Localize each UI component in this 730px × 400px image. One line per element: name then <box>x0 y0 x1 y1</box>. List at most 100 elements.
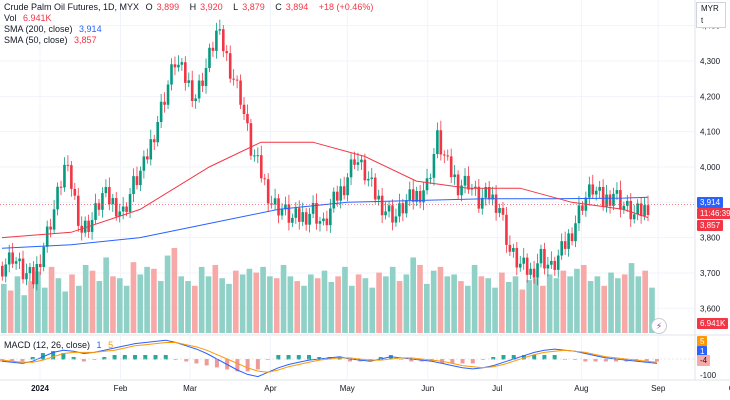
candle-body <box>287 204 291 223</box>
macd-histogram-bar <box>573 359 578 360</box>
candle-body <box>45 226 49 247</box>
volume-bar <box>635 276 642 333</box>
sma50-legend: SMA (50, close) 3,857 <box>4 35 101 46</box>
candle-body <box>142 156 146 171</box>
change-value: +18 (+0.46%) <box>318 2 374 12</box>
macd-histogram-bar <box>81 359 86 362</box>
candle-body <box>425 178 429 191</box>
volume-bar <box>621 274 628 333</box>
candle-body <box>325 218 329 226</box>
candle-body <box>356 162 360 165</box>
volume-bar <box>512 276 519 333</box>
candle-body <box>163 101 166 105</box>
macd-histogram-bar <box>133 355 138 360</box>
volume-bar <box>21 295 28 333</box>
x-tick-label: May <box>340 384 355 393</box>
candle-body <box>387 205 391 212</box>
candle-body <box>367 178 370 181</box>
macd-histogram-bar <box>204 359 209 366</box>
macd-histogram-bar <box>184 359 189 362</box>
volume-bar <box>335 276 341 333</box>
volume-tag: 6.941K <box>697 318 729 329</box>
candle-body <box>574 223 577 242</box>
candle-body <box>159 101 163 122</box>
macd-legend: MACD (12, 26, close) 1 5 <box>4 340 117 351</box>
volume-bar <box>546 274 553 333</box>
candle-body <box>429 177 432 179</box>
candle-body <box>329 208 332 226</box>
x-tick-label: Jul <box>492 384 502 393</box>
candle-body <box>612 193 615 206</box>
candle-body <box>218 29 222 31</box>
macd-histogram-bar <box>255 359 260 370</box>
macd-histogram-bar <box>143 355 148 360</box>
candle-body <box>360 159 363 163</box>
candle-body <box>467 175 470 190</box>
candle-body <box>104 186 108 194</box>
candle-body <box>94 203 97 220</box>
candle-body <box>52 209 56 230</box>
volume-bar <box>89 270 96 333</box>
candle-body <box>384 211 387 216</box>
symbol-name: Crude Palm Oil Futures, 1D, MYX <box>4 2 140 12</box>
candle-body <box>256 155 260 157</box>
volume-bar <box>389 266 396 333</box>
volume-bar <box>151 268 157 333</box>
candle-body <box>550 260 553 265</box>
candle-body <box>639 203 643 216</box>
candle-body <box>32 267 35 285</box>
volume-bar <box>130 262 137 333</box>
candle-body <box>349 159 353 178</box>
macd-histogram-bar <box>614 359 619 362</box>
y-tick-label: 3,800 <box>700 234 721 243</box>
candle-body <box>536 263 539 278</box>
candle-body <box>498 207 501 213</box>
candle-body <box>273 198 277 205</box>
candle-body <box>484 186 488 198</box>
volume-bar <box>212 265 219 333</box>
x-tick-label: Apr <box>264 384 277 393</box>
flash-icon[interactable]: ⚡ <box>651 318 667 334</box>
macd-histogram-bar <box>317 357 322 360</box>
candle-body <box>301 212 305 222</box>
volume-bar <box>567 276 573 333</box>
macd-histogram-bar <box>481 359 486 360</box>
candle-body <box>646 205 650 216</box>
volume-bar <box>608 272 614 333</box>
volume-bar <box>424 283 430 333</box>
candle-body <box>480 197 484 209</box>
candle-body <box>166 84 170 105</box>
candle-body <box>436 130 439 155</box>
candle-body <box>208 47 211 69</box>
volume-bar <box>601 285 608 333</box>
candle-body <box>439 130 443 155</box>
candle-body <box>577 205 581 224</box>
macd-histogram-bar <box>409 359 414 362</box>
candle-body <box>11 252 14 264</box>
candle-body <box>28 267 32 274</box>
volume-bar <box>376 272 382 333</box>
volume-bar <box>185 281 191 333</box>
volume-bar <box>308 274 314 333</box>
candle-body <box>1 265 4 277</box>
candle-body <box>7 252 11 265</box>
candle-body <box>570 233 574 242</box>
candles <box>1 19 650 291</box>
candle-body <box>266 179 270 204</box>
volume-bar <box>492 287 498 333</box>
macd-tag-a: 5 <box>697 336 708 347</box>
currency-unit-box[interactable]: MYR t <box>696 2 726 28</box>
volume-bars <box>1 248 655 333</box>
axes: 3,6003,7003,8003,9004,0004,1004,2004,300… <box>31 22 730 393</box>
macd-histogram-bar <box>173 359 178 360</box>
close-label: C <box>275 2 282 12</box>
candle-body <box>149 139 153 160</box>
macd-pane <box>0 339 695 378</box>
volume-legend: Vol 6.941K <box>4 13 56 24</box>
volume-bar <box>157 281 164 333</box>
candle-body <box>173 64 177 68</box>
candle-body <box>598 186 601 191</box>
volume-bar <box>55 278 62 333</box>
macd-histogram-bar <box>163 355 168 360</box>
